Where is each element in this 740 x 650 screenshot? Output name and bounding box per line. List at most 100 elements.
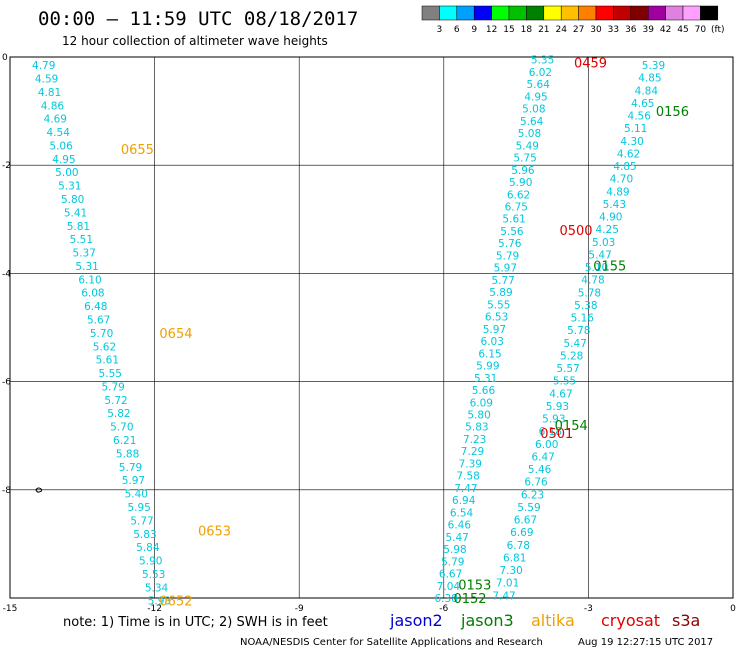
wave-height-value: 5.95 — [127, 502, 150, 514]
legend-swatch — [578, 5, 597, 21]
legend-swatch — [665, 5, 684, 21]
lon-tick-label: -3 — [584, 604, 593, 614]
wave-height-value: 6.08 — [81, 288, 104, 300]
time-range-title: 00:00 – 11:59 UTC 08/18/2017 — [38, 8, 358, 30]
legend-swatch — [700, 5, 719, 21]
wave-height-value: 5.59 — [517, 502, 540, 514]
wave-height-value: 5.35 — [531, 55, 554, 67]
lon-tick-label: -9 — [295, 604, 304, 614]
wave-height-value: 7.58 — [456, 471, 479, 483]
wave-height-value: 6.75 — [505, 202, 528, 214]
lon-tick-label: -6 — [439, 604, 448, 614]
pass-time-label: 0153 — [458, 578, 491, 593]
lat-tick-label: -8 — [2, 486, 11, 496]
wave-height-value: 5.84 — [136, 542, 160, 554]
wave-height-value: 5.98 — [443, 544, 466, 556]
pass-time-label: 0155 — [593, 259, 626, 274]
wave-height-value: 7.30 — [499, 565, 522, 577]
wave-height-value: 5.37 — [73, 248, 96, 260]
wave-height-value: 5.57 — [556, 363, 579, 375]
wave-height-value: 5.47 — [445, 532, 468, 544]
wave-height-value: 5.97 — [483, 324, 506, 336]
legend-swatch — [613, 5, 632, 21]
legend-swatch — [543, 5, 562, 21]
wave-height-value: 4.25 — [596, 224, 619, 236]
wave-height-value: 5.56 — [500, 226, 524, 238]
wave-height-value: 5.88 — [116, 448, 139, 460]
pass-time-label: 0655 — [121, 143, 154, 158]
wave-height-value: 6.09 — [470, 397, 493, 409]
wave-height-value: 5.06 — [49, 140, 73, 152]
wave-height-value: 6.15 — [478, 348, 501, 360]
legend-swatch — [526, 5, 545, 21]
wave-height-value: 5.79 — [441, 556, 464, 568]
wave-height-value: 5.70 — [90, 328, 113, 340]
island-outline — [35, 487, 43, 493]
wave-height-value: 5.43 — [603, 199, 626, 211]
wave-height-value: 5.47 — [564, 338, 587, 350]
wave-height-value: 5.93 — [546, 401, 569, 413]
credit-line: NOAA/NESDIS Center for Satellite Applica… — [240, 637, 543, 648]
footer-note: note: 1) Time is in UTC; 2) SWH is in fe… — [63, 615, 328, 630]
wave-height-value: 5.97 — [494, 263, 517, 275]
wave-height-value: 5.16 — [571, 313, 595, 325]
wave-height-value: 4.85 — [613, 161, 636, 173]
wave-height-value: 5.90 — [139, 556, 162, 568]
legend-swatch — [560, 5, 579, 21]
track-center: 5.356.025.644.955.085.645.085.495.755.96… — [435, 55, 555, 605]
wave-height-value: 5.79 — [101, 381, 124, 393]
wave-height-value: 5.83 — [133, 529, 156, 541]
pass-time-label: 0652 — [159, 595, 192, 610]
wave-height-value: 5.03 — [592, 237, 615, 249]
wave-height-value: 5.55 — [99, 368, 122, 380]
wave-height-value: 5.70 — [110, 422, 133, 434]
wave-height-value: 5.80 — [467, 409, 490, 421]
wave-height-value: 4.79 — [32, 60, 55, 72]
wave-height-value: 6.67 — [514, 515, 537, 527]
legend-tick-label: 9 — [471, 25, 477, 35]
legend-tick-label: 33 — [608, 25, 619, 35]
legend-swatch — [682, 5, 701, 21]
map-grid — [10, 57, 733, 598]
legend-tick-label: 36 — [625, 25, 637, 35]
wave-height-value: 5.82 — [107, 408, 130, 420]
wave-height-value: 5.72 — [104, 395, 127, 407]
subtitle: 12 hour collection of altimeter wave hei… — [62, 34, 328, 48]
wave-height-value: 6.02 — [529, 67, 552, 79]
wave-height-value: 6.18 — [539, 426, 562, 438]
wave-height-value: 5.64 — [527, 79, 551, 91]
wave-height-value: 5.66 — [472, 385, 496, 397]
wave-height-value: 5.00 — [55, 167, 78, 179]
wave-height-value: 4.84 — [635, 85, 659, 97]
wave-height-value: 5.64 — [520, 116, 544, 128]
wave-height-value: 4.30 — [620, 136, 643, 148]
wave-height-value: 4.85 — [638, 73, 661, 85]
satellite-name: cryosat — [601, 611, 660, 630]
wave-height-value: 5.55 — [553, 376, 576, 388]
wave-height-value: 5.75 — [513, 153, 536, 165]
pass-time-label: 0500 — [559, 224, 592, 239]
wave-height-value: 6.23 — [521, 489, 544, 501]
pass-time-label: 0156 — [656, 105, 689, 120]
wave-height-value: 4.81 — [38, 87, 61, 99]
satellite-name: s3a — [672, 611, 700, 630]
wave-height-value: 5.40 — [125, 489, 148, 501]
wave-height-value: 5.99 — [476, 361, 499, 373]
wave-height-value: 7.47 — [492, 590, 515, 602]
wave-height-value: 5.47 — [588, 249, 611, 261]
generated-timestamp: Aug 19 12:27:15 UTC 2017 — [578, 637, 713, 648]
wave-height-value: 5.80 — [61, 194, 84, 206]
wave-height-value: 5.67 — [87, 315, 110, 327]
wave-height-value: 5.62 — [93, 341, 116, 353]
wave-height-value: 5.08 — [522, 104, 545, 116]
wave-height-value: 7.23 — [463, 434, 486, 446]
wave-height-value: 6.78 — [507, 540, 530, 552]
wave-height-value: 6.21 — [113, 435, 136, 447]
wave-height-value: 6.62 — [507, 189, 530, 201]
wave-height-value: 5.38 — [574, 300, 597, 312]
pass-time-labels: 0655 0654 0653 0652 0459 0500 0501 0156 0155 0154… — [121, 56, 689, 609]
wave-height-value: 4.56 — [628, 111, 652, 123]
wave-height-value: 4.65 — [631, 98, 654, 110]
wave-height-value: 4.95 — [52, 154, 75, 166]
